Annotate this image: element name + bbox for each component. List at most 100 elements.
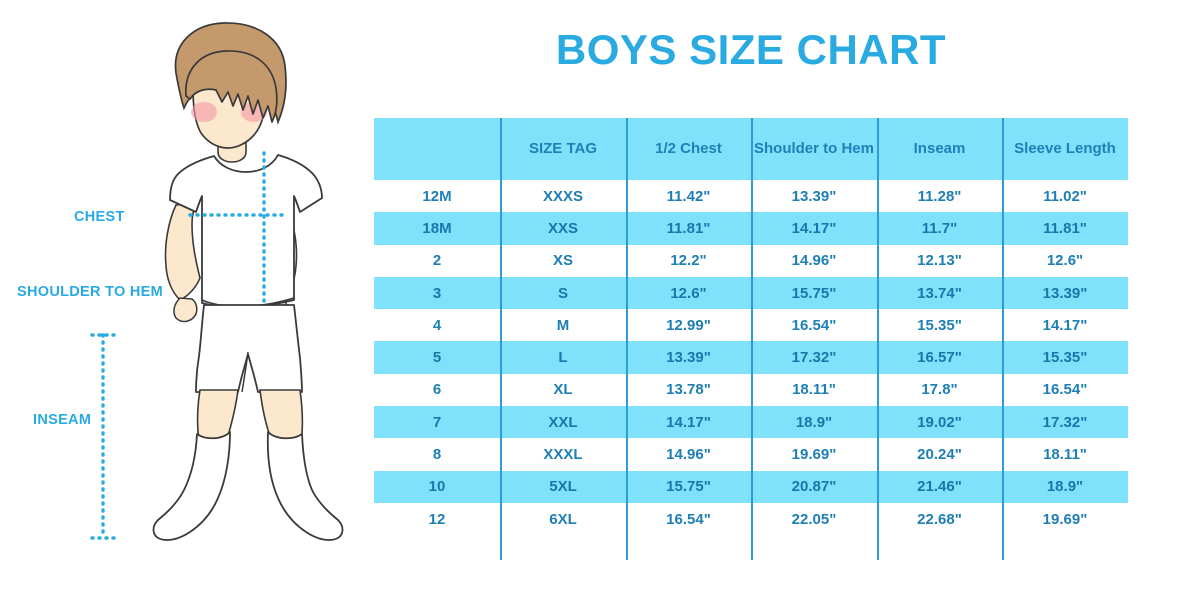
cell-size: 12M [422,187,452,205]
cell-shoulder-to-hem: 17.32" [791,349,837,367]
page-title: BOYS SIZE CHART [555,26,947,73]
table-row: 18M XXS 11.81" 14.17" 11.7" 11.81" [374,212,1128,245]
size-chart-table: SIZE TAG 1/2 Chest Shoulder to Hem Insea… [374,118,1128,536]
table-row: 8 XXXL 14.96" 19.69" 20.24" 18.11" [374,438,1128,471]
cell-shoulder-to-hem: 15.75" [791,284,837,302]
cell-size-tag: 6XL [549,510,577,528]
cell-sleeve-length: 17.32" [1042,413,1088,431]
cell-size-tag: S [557,284,568,302]
cell-size-tag: L [558,349,568,367]
cell-size: 12 [428,510,446,528]
cell-sleeve-length: 18.11" [1043,446,1087,464]
table-row: 3 S 12.6" 15.75" 13.74" 13.39" [374,276,1128,310]
cell-inseam: 22.68" [917,510,962,528]
column-header-shoulder-to-hem: Shoulder to Hem [751,118,877,180]
table-row: 12M XXXS 11.42" 13.39" 11.28" 11.02" [374,180,1128,213]
cell-size: 2 [432,252,442,270]
cell-inseam: 16.57" [917,349,962,367]
cell-sleeve-length: 19.69" [1042,510,1088,528]
cell-half-chest: 14.96" [666,446,711,464]
cell-size-tag: M [556,316,570,334]
cell-half-chest: 12.6" [670,284,707,302]
cell-half-chest: 15.75" [666,478,711,496]
cell-inseam: 13.74" [917,284,962,302]
sock-left [152,431,231,541]
cell-shoulder-to-hem: 18.9" [795,413,833,431]
cell-half-chest: 16.54" [666,510,711,528]
hand-left [173,297,198,323]
cell-shoulder-to-hem: 13.39" [791,187,837,205]
cell-size-tag: XXXL [543,446,583,464]
cell-shoulder-to-hem: 20.87" [791,478,837,496]
cell-half-chest: 11.42" [666,187,711,205]
cell-shoulder-to-hem: 14.96" [791,252,837,270]
table-body: 12M XXXS 11.42" 13.39" 11.28" 11.02" 18M XXS 11.… [374,180,1128,536]
cell-shoulder-to-hem: 22.05" [791,510,837,528]
cell-sleeve-length: 13.39" [1042,284,1088,302]
cell-inseam: 17.8" [921,381,958,399]
table-row: 7 XXL 14.17" 18.9" 19.02" 17.32" [374,406,1128,439]
cell-inseam: 15.35" [917,316,962,334]
shorts [195,304,303,393]
cell-size-tag: XXL [548,413,578,431]
cell-shoulder-to-hem: 16.54" [791,316,837,334]
cell-size-tag: XS [552,252,573,270]
cell-size: 4 [432,316,442,334]
table-row: 10 5XL 15.75" 20.87" 21.46" 18.9" [374,470,1128,503]
cell-size: 3 [432,284,442,302]
shoulder-to-hem-label: SHOULDER TO HEM [17,284,164,300]
cell-sleeve-length: 11.81" [1043,219,1087,237]
cell-inseam: 20.24" [917,446,962,464]
cell-sleeve-length: 12.6" [1046,252,1084,270]
cell-half-chest: 13.39" [666,349,711,367]
cell-half-chest: 14.17" [666,413,711,431]
cell-size-tag: 5XL [549,478,577,496]
cell-size: 7 [432,413,442,431]
table-row: 5 L 13.39" 17.32" 16.57" 15.35" [374,341,1128,374]
sleeve-left-fold [195,195,203,213]
cell-size: 5 [432,349,442,367]
cell-inseam: 21.46" [917,478,962,496]
table-row: 4 M 12.99" 16.54" 15.35" 14.17" [374,309,1128,342]
cell-sleeve-length: 14.17" [1042,316,1088,334]
table-row: 6 XL 13.78" 18.11" 17.8" 16.54" [374,373,1128,407]
cell-sleeve-length: 16.54" [1042,381,1088,399]
chest-label: CHEST [74,209,125,225]
cell-size-tag: XL [553,381,573,399]
cell-size: 6 [432,381,442,399]
arm-left [164,202,201,301]
cell-half-chest: 12.2" [670,252,707,270]
inseam-label: INSEAM [33,412,92,428]
cell-inseam: 11.28" [917,187,962,205]
column-header-inseam: Inseam [877,118,1002,180]
cell-size: 10 [428,478,446,496]
cell-shoulder-to-hem: 18.11" [792,381,836,399]
cell-inseam: 19.02" [917,413,962,431]
sock-right [266,431,344,541]
cell-sleeve-length: 15.35" [1042,349,1088,367]
table-header: SIZE TAG 1/2 Chest Shoulder to Hem Insea… [374,118,1128,180]
table-row: 2 XS 12.2" 14.96" 12.13" 12.6" [374,244,1128,277]
table-row: 12 6XL 16.54" 22.05" 22.68" 19.69" [374,502,1128,536]
cell-sleeve-length: 11.02" [1043,187,1087,205]
column-header-size [374,118,500,180]
sleeve-right-fold [293,195,301,213]
table-header-row: SIZE TAG 1/2 Chest Shoulder to Hem Insea… [374,118,1128,180]
cell-half-chest: 13.78" [666,381,711,399]
cell-size-tag: XXS [547,219,578,237]
size-chart-table-wrap: SIZE TAG 1/2 Chest Shoulder to Hem Insea… [374,118,1128,536]
column-header-half-chest: 1/2 Chest [626,118,751,180]
shorts-inseam-line [241,351,249,393]
tshirt [169,154,323,309]
column-header-size-tag: SIZE TAG [500,118,626,180]
illustration-panel: CHEST SHOULDER TO HEM INSEAM [0,0,360,600]
cell-shoulder-to-hem: 19.69" [791,446,837,464]
cell-shoulder-to-hem: 14.17" [791,219,837,237]
cell-half-chest: 11.81" [666,219,711,237]
cell-sleeve-length: 18.9" [1046,478,1084,496]
cell-size: 8 [432,446,442,464]
hair-fringe [185,50,278,123]
cell-size: 18M [422,219,452,237]
cell-size-tag: XXXS [542,187,584,205]
